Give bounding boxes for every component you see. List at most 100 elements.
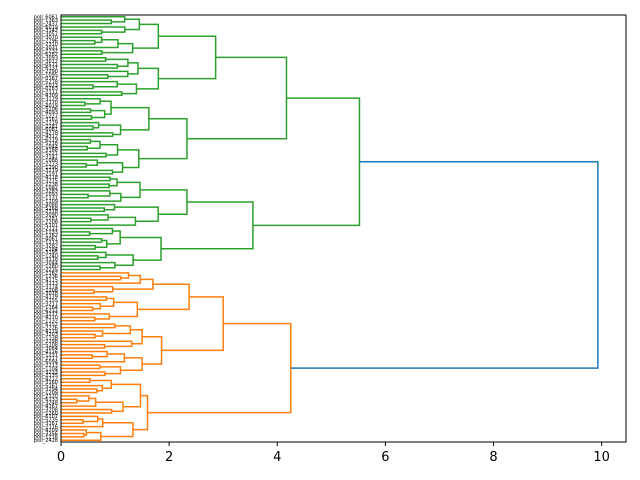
leaf-label: poll_6107: [34, 414, 58, 420]
leaf-label: poll_4179: [34, 329, 58, 335]
dendrogram-link-67: [61, 251, 107, 259]
dendrogram-link-77: [61, 285, 114, 293]
dendrogram-link-25: [61, 108, 92, 114]
dendrogram-link-47: [61, 183, 110, 189]
leaf-label: poll_3219: [34, 168, 58, 174]
dendrogram-link-26: [61, 115, 93, 120]
leaf-label: poll_3070: [34, 35, 58, 41]
dendrogram-link-51: [61, 192, 122, 202]
axes-frame: [60, 14, 627, 443]
dendrogram-link-40: [61, 159, 98, 167]
dendrogram-link-102: [161, 296, 224, 352]
dendrogram-link-36: [87, 140, 101, 149]
leaf-label: poll_6019: [34, 25, 58, 31]
leaf-label: poll_3203: [34, 332, 58, 338]
dendrogram-link-7: [61, 39, 119, 49]
leaf-label: poll_1109: [34, 199, 58, 205]
dendrogram-link-23: [61, 101, 86, 107]
dendrogram-link-54: [61, 203, 116, 211]
dendrogram-link-81: [61, 302, 101, 310]
leaf-label: poll_4278: [34, 131, 58, 137]
dendrogram-link-95: [61, 350, 108, 358]
leaf-label: poll_3162: [34, 117, 58, 123]
leaf-label: poll_3283: [34, 189, 58, 195]
dendrogram-link-15: [61, 70, 129, 78]
dendrogram-links: [61, 15, 599, 442]
dendrogram-link-70: [105, 254, 134, 266]
leaf-label: poll_0167: [34, 76, 58, 82]
leaf-label: poll_4309: [34, 93, 58, 99]
dendrogram-link-22: [158, 35, 217, 80]
dendrogram-link-49: [61, 193, 89, 199]
leaf-label: poll_5101: [34, 223, 58, 229]
dendrogram-link-79: [61, 296, 108, 301]
dendrogram-link-101: [142, 335, 163, 365]
dendrogram-link-1: [61, 15, 126, 23]
dendrogram-link-113: [61, 419, 84, 424]
dendrogram-link-14: [61, 74, 109, 79]
dendrogram-link-78: [112, 278, 154, 290]
leaf-label: poll_4179: [34, 295, 58, 301]
leaf-label: poll_6137: [34, 66, 58, 72]
leaf-label: poll_2120: [34, 394, 58, 400]
dendrogram-link-37: [61, 152, 107, 158]
leaf-label: poll_3142: [34, 28, 58, 34]
leaf-label: poll_2191: [34, 172, 58, 178]
leaf-label: poll_6232: [34, 308, 58, 314]
dendrogram-link-104: [61, 388, 98, 394]
dendrogram-link-29: [61, 125, 94, 131]
dendrogram-link-91: [61, 343, 106, 349]
dendrogram-link-108: [61, 395, 90, 402]
leaf-label: poll_5235: [34, 418, 58, 424]
x-tick-label: 6: [381, 450, 389, 465]
leaf-label: poll_2219: [34, 120, 58, 126]
leaf-label: poll_0283: [34, 86, 58, 92]
dendrogram-link-119: [100, 422, 134, 438]
leaf-label: poll_2225: [34, 267, 58, 273]
leaf-label: poll_3093: [34, 56, 58, 62]
dendrogram-link-34: [61, 138, 92, 144]
leaf-label: poll_4270: [34, 315, 58, 321]
dendrogram-link-66: [61, 255, 99, 260]
dendrogram-link-100: [120, 357, 143, 372]
leaf-label: poll_3012: [34, 59, 58, 65]
dendrogram-link-27: [90, 109, 106, 119]
dendrogram-link-33: [111, 106, 150, 131]
dendrogram-link-94: [61, 354, 93, 360]
leaf-label: poll_3118: [34, 257, 58, 263]
leaf-label: poll_1132: [34, 319, 58, 325]
dendrogram-link-72: [161, 201, 254, 250]
leaf-label: poll_4118: [34, 175, 58, 181]
leaf-label: poll_1290: [34, 165, 58, 171]
leaf-label: poll_3217: [34, 301, 58, 307]
dendrogram-link-93: [130, 328, 143, 345]
leaf-label: poll_3168: [34, 148, 58, 154]
leaf-label: poll_2290: [34, 69, 58, 75]
dendrogram-link-114: [61, 415, 99, 423]
dendrogram-link-106: [89, 379, 113, 389]
leaf-label: poll_1088: [34, 158, 58, 164]
leaf-label: poll_1209: [34, 390, 58, 396]
leaf-label: poll_4115: [34, 278, 58, 284]
leaf-label: poll_3233: [34, 370, 58, 376]
dendrogram-link-68: [61, 265, 101, 271]
dendrogram-link-2: [61, 29, 103, 35]
leaf-label: poll_4093: [34, 110, 58, 116]
leaf-label: poll_3113: [34, 281, 58, 287]
dendrogram-link-43: [117, 149, 140, 169]
leaf-label: poll_1131: [34, 196, 58, 202]
leaf-label: poll_0571: [34, 62, 58, 68]
leaf-label: poll_5106: [34, 107, 58, 113]
dendrogram-link-41: [61, 169, 114, 175]
leaf-label: poll_1073: [34, 83, 58, 89]
leaf-label: poll_3044: [34, 260, 58, 266]
dendrogram-link-11: [61, 56, 107, 62]
dendrogram-link-74: [61, 272, 130, 279]
dendrogram-link-62: [61, 237, 103, 243]
leaf-label: poll_4019: [34, 103, 58, 109]
dendrogram-link-92: [61, 340, 133, 348]
leaf-label: poll_2296: [34, 38, 58, 44]
dendrogram-link-32: [98, 124, 122, 136]
leaf-label: poll_1236: [34, 274, 58, 280]
leaf-label: poll_3208: [34, 407, 58, 413]
